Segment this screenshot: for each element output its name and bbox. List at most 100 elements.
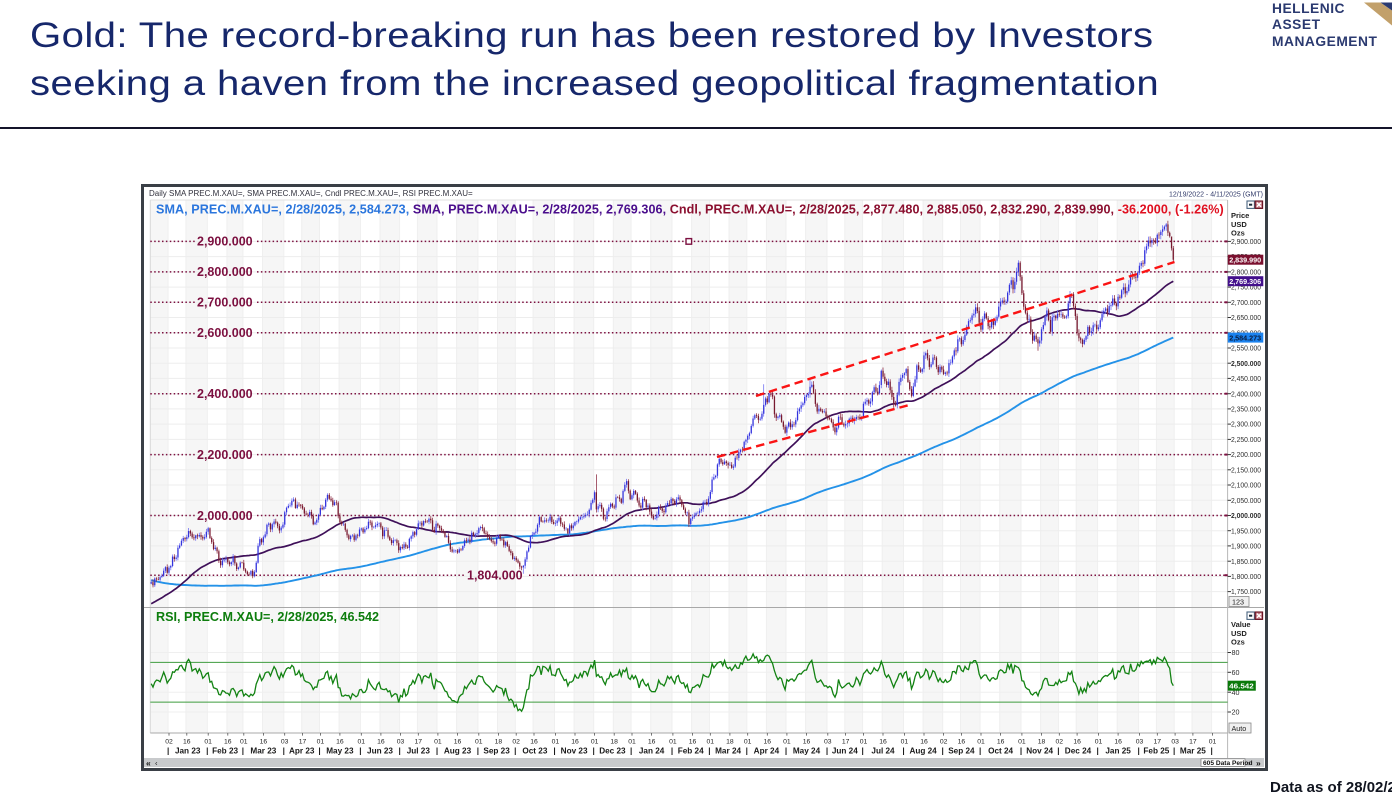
- svg-text:123: 123: [1232, 598, 1244, 607]
- svg-text:RSI, PREC.M.XAU=, 2/28/2025, 4: RSI, PREC.M.XAU=, 2/28/2025, 46.542: [156, 610, 379, 624]
- svg-text:Aug 24: Aug 24: [909, 747, 937, 756]
- svg-text:»: »: [1256, 758, 1261, 767]
- svg-text:|: |: [553, 747, 555, 756]
- svg-text:Price: Price: [1231, 211, 1249, 220]
- svg-text:|: |: [861, 747, 863, 756]
- svg-text:01: 01: [783, 739, 791, 746]
- svg-text:01: 01: [1209, 739, 1217, 746]
- svg-text:«: «: [146, 758, 151, 767]
- svg-text:Oct 24: Oct 24: [988, 747, 1013, 756]
- svg-text:01: 01: [475, 739, 483, 746]
- svg-text:|: |: [242, 747, 244, 756]
- svg-text:Sep 23: Sep 23: [483, 747, 510, 756]
- svg-text:01: 01: [901, 739, 909, 746]
- svg-text:18: 18: [1038, 739, 1046, 746]
- svg-text:Jun 23: Jun 23: [367, 747, 393, 756]
- svg-text:1,950.000: 1,950.000: [1231, 526, 1261, 535]
- svg-text:Mar 25: Mar 25: [1180, 747, 1206, 756]
- svg-text:02: 02: [940, 739, 948, 746]
- svg-text:2,300.000: 2,300.000: [1231, 420, 1261, 429]
- svg-text:|: |: [398, 747, 400, 756]
- svg-text:20: 20: [1232, 708, 1240, 717]
- svg-text:2,800.000: 2,800.000: [1231, 268, 1261, 277]
- svg-text:2,550.000: 2,550.000: [1231, 344, 1261, 353]
- svg-text:|: |: [671, 747, 673, 756]
- svg-text:12/19/2022 - 4/11/2025 (GMT): 12/19/2022 - 4/11/2025 (GMT): [1169, 192, 1263, 199]
- svg-text:16: 16: [530, 739, 538, 746]
- svg-text:1,750.000: 1,750.000: [1231, 587, 1261, 596]
- svg-text:2,600.000: 2,600.000: [197, 326, 253, 340]
- svg-text:01: 01: [744, 739, 752, 746]
- svg-text:Oct 23: Oct 23: [522, 747, 547, 756]
- svg-text:16: 16: [648, 739, 656, 746]
- svg-text:16: 16: [689, 739, 697, 746]
- svg-text:605 Data Period: 605 Data Period: [1203, 760, 1252, 767]
- svg-text:Dec 24: Dec 24: [1065, 747, 1092, 756]
- svg-text:46.542: 46.542: [1229, 682, 1254, 691]
- svg-text:2,900.000: 2,900.000: [197, 235, 253, 249]
- svg-text:|: |: [630, 747, 632, 756]
- svg-text:16: 16: [879, 739, 887, 746]
- svg-text:|: |: [708, 747, 710, 756]
- svg-text:|: |: [283, 747, 285, 756]
- svg-text:|: |: [436, 747, 438, 756]
- svg-text:Apr 24: Apr 24: [754, 747, 780, 756]
- svg-text:|: |: [514, 747, 516, 756]
- svg-text:Jul 23: Jul 23: [407, 747, 431, 756]
- svg-text:1,800.000: 1,800.000: [1231, 572, 1261, 581]
- svg-text:2,584.273: 2,584.273: [1229, 334, 1261, 343]
- svg-text:Mar 24: Mar 24: [715, 747, 741, 756]
- svg-text:16: 16: [920, 739, 928, 746]
- svg-text:|: |: [746, 747, 748, 756]
- svg-text:02: 02: [512, 739, 520, 746]
- svg-text:|: |: [206, 747, 208, 756]
- svg-text:|: |: [942, 747, 944, 756]
- svg-text:|: |: [1137, 747, 1139, 756]
- svg-text:01: 01: [204, 739, 212, 746]
- svg-text:|: |: [1210, 747, 1212, 756]
- svg-text:02: 02: [1056, 739, 1064, 746]
- svg-text:Auto: Auto: [1232, 724, 1247, 733]
- svg-text:01: 01: [669, 739, 677, 746]
- svg-text:Ozs: Ozs: [1231, 638, 1245, 647]
- svg-text:Feb 23: Feb 23: [212, 747, 238, 756]
- svg-text:03: 03: [1136, 739, 1144, 746]
- svg-text:SMA, PREC.M.XAU=, 2/28/2025, 2: SMA, PREC.M.XAU=, 2/28/2025, 2,584.273, …: [156, 203, 1224, 217]
- svg-text:2,000.000: 2,000.000: [1231, 511, 1261, 520]
- svg-text:01: 01: [434, 739, 442, 746]
- svg-text:60: 60: [1232, 668, 1240, 677]
- svg-text:2,500.000: 2,500.000: [1231, 359, 1261, 368]
- svg-text:|: |: [167, 747, 169, 756]
- svg-text:Sep 24: Sep 24: [948, 747, 975, 756]
- svg-text:02: 02: [165, 739, 173, 746]
- svg-text:May 24: May 24: [793, 747, 821, 756]
- svg-text:17: 17: [842, 739, 850, 746]
- svg-text:Feb 25: Feb 25: [1143, 747, 1169, 756]
- svg-text:1,900.000: 1,900.000: [1231, 542, 1261, 551]
- svg-text:17: 17: [1154, 739, 1162, 746]
- svg-text:16: 16: [1114, 739, 1122, 746]
- svg-text:Jan 24: Jan 24: [639, 747, 665, 756]
- svg-text:2,250.000: 2,250.000: [1231, 435, 1261, 444]
- svg-text:01: 01: [317, 739, 325, 746]
- svg-text:16: 16: [958, 739, 966, 746]
- svg-text:2,200.000: 2,200.000: [1231, 450, 1261, 459]
- svg-text:18: 18: [726, 739, 734, 746]
- svg-text:2,400.000: 2,400.000: [1231, 389, 1261, 398]
- svg-text:2,769.306: 2,769.306: [1229, 277, 1261, 286]
- svg-text:1,804.000: 1,804.000: [467, 569, 523, 583]
- svg-text:Value: Value: [1231, 620, 1251, 629]
- svg-text:1,850.000: 1,850.000: [1231, 557, 1261, 566]
- svg-text:2,450.000: 2,450.000: [1231, 374, 1261, 383]
- svg-text:|: |: [477, 747, 479, 756]
- svg-text:|: |: [979, 747, 981, 756]
- svg-text:16: 16: [183, 739, 191, 746]
- svg-text:03: 03: [1171, 739, 1179, 746]
- svg-text:17: 17: [415, 739, 423, 746]
- svg-text:2,050.000: 2,050.000: [1231, 496, 1261, 505]
- svg-text:16: 16: [764, 739, 772, 746]
- svg-text:01: 01: [1018, 739, 1026, 746]
- svg-text:80: 80: [1232, 648, 1240, 657]
- svg-text:2,900.000: 2,900.000: [1231, 237, 1261, 246]
- svg-text:01: 01: [358, 739, 366, 746]
